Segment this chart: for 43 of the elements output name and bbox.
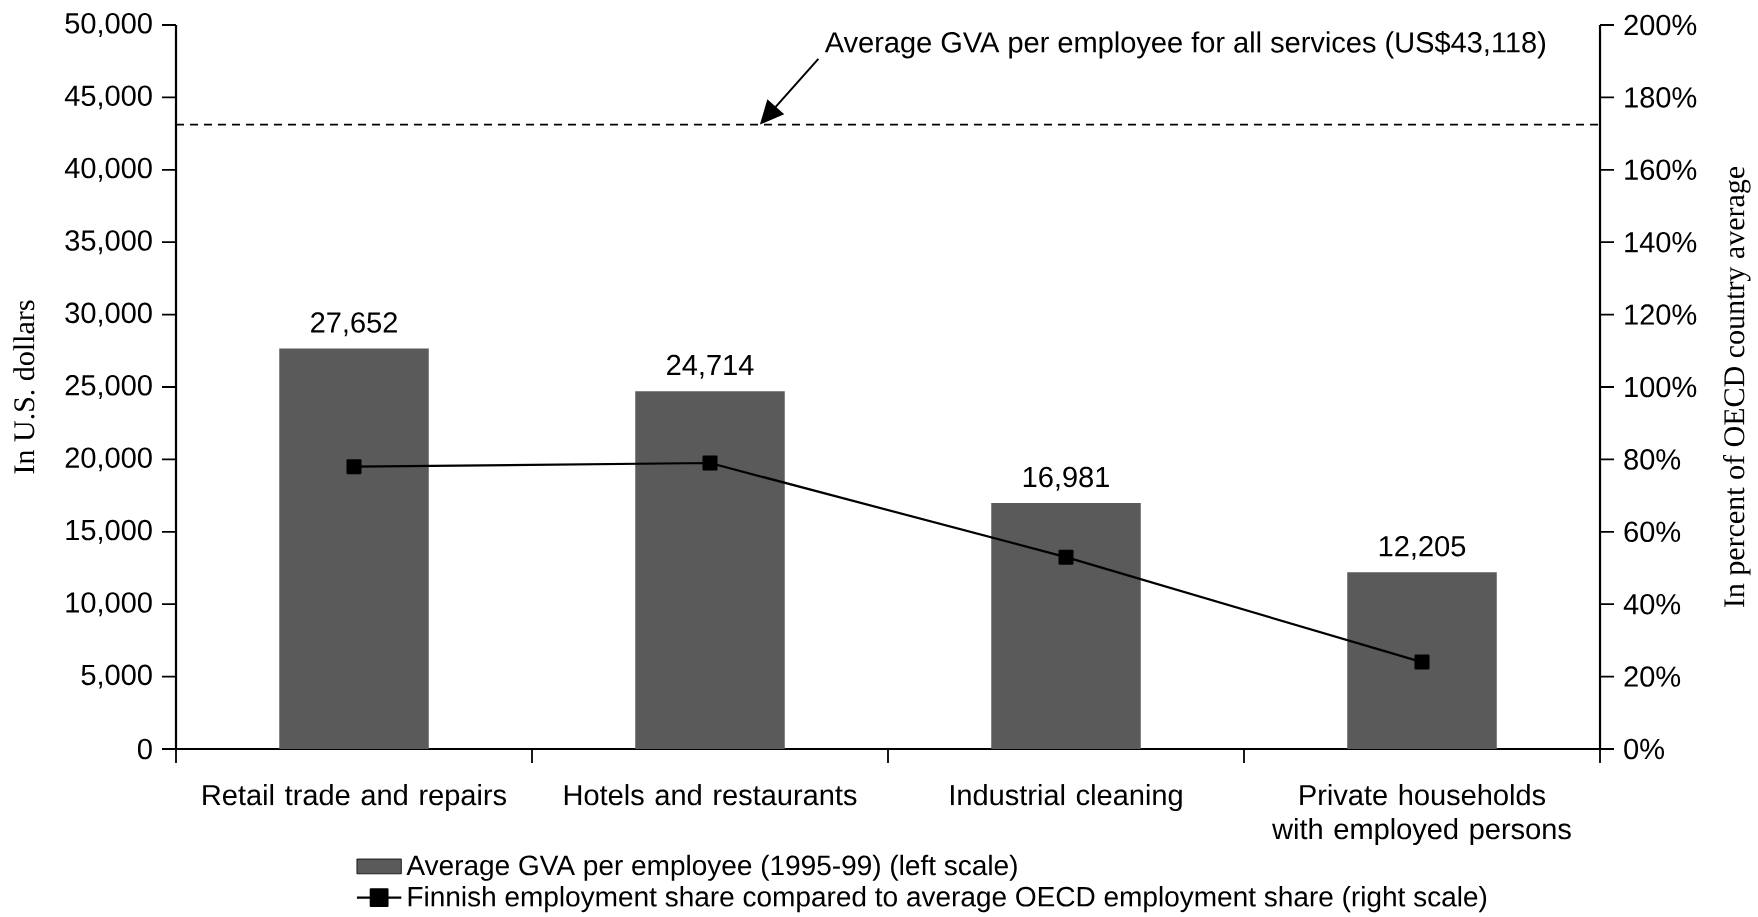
point (1414, 654, 1430, 670)
legend-label: Finnish employment share compared to average OECD employment share (right scale) (408, 886, 1487, 913)
y2-tick-label: 20% (1624, 666, 1681, 687)
legend-label: Average GVA per employee (1995-99) (left scale) (406, 854, 1017, 881)
data-label: 16,981 (1023, 466, 1109, 491)
y-tick-label: 35,000 (65, 230, 152, 255)
data-label: 12,205 (1379, 535, 1466, 560)
data-label: 27,652 (311, 312, 397, 337)
point (346, 459, 362, 475)
y2-tick-label: 0% (1624, 738, 1664, 760)
y2-tick-label: 140% (1625, 231, 1697, 253)
y2-tick-label: 60% (1624, 521, 1681, 543)
y-tick-label: 50,000 (65, 13, 152, 37)
bar (635, 391, 785, 749)
x-tick-label: Hotels and restaurants (564, 784, 857, 806)
y2-tick-label: 120% (1625, 304, 1697, 325)
y-tick-label: 20,000 (65, 447, 152, 472)
y-tick-label: 15,000 (66, 519, 152, 544)
y-tick-label: 45,000 (64, 85, 152, 110)
data-label: 24,714 (667, 354, 754, 379)
x-tick-label: Private households with employed persons (1272, 784, 1571, 846)
y2-tick-label: 200% (1624, 14, 1697, 36)
y-tick-label: 10,000 (66, 592, 152, 617)
y2-tick-label: 180% (1625, 87, 1697, 108)
point (702, 455, 718, 471)
y2-tick-label: 80% (1624, 449, 1681, 470)
point (1058, 549, 1074, 565)
y2-tick-label: 160% (1625, 159, 1697, 181)
y2-axis-title: In percent of OECD country average (1723, 166, 1751, 608)
x-tick-label: Retail trade and repairs (203, 784, 506, 812)
x-tick-label: Industrial cleaning (950, 784, 1182, 812)
bar (1347, 572, 1497, 749)
bar (279, 348, 429, 749)
bar (991, 503, 1141, 749)
y-tick-label: 40,000 (64, 157, 152, 182)
y-axis-title: In U.S. dollars (13, 300, 35, 474)
y-tick-label: 0 (137, 738, 152, 760)
y-tick-label: 5,000 (81, 664, 152, 689)
y-tick-label: 30,000 (65, 302, 152, 327)
y2-tick-label: 100% (1625, 376, 1697, 398)
y2-tick-label: 40% (1623, 593, 1681, 615)
ref-line-label: Average GVA per employee for all services (US$43,118) (824, 30, 1546, 59)
y-tick-label: 25,000 (65, 375, 152, 399)
